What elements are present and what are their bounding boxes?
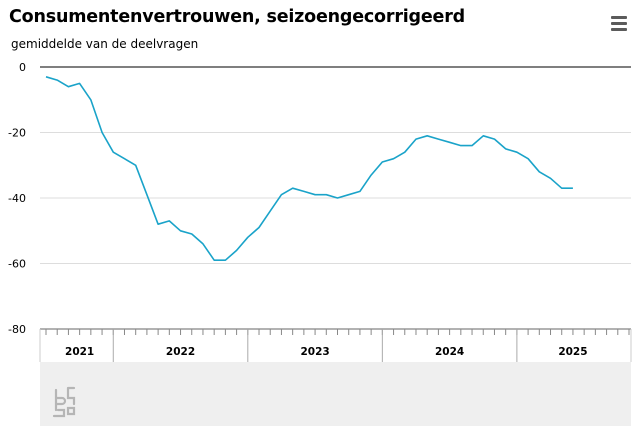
year-label: 2024 <box>435 346 464 358</box>
y-tick-label: -20 <box>8 127 26 140</box>
grid-lines <box>40 66 631 264</box>
y-tick-label: -40 <box>8 192 26 205</box>
y-tick-label: 0 <box>19 61 26 74</box>
chart-title: Consumentenvertrouwen, seizoengecorrigee… <box>9 7 465 27</box>
year-label: 2021 <box>65 346 94 358</box>
y-tick-label: -60 <box>8 258 26 271</box>
year-label: 2022 <box>166 346 195 358</box>
chart-subtitle: gemiddelde van de deelvragen <box>11 37 199 51</box>
hamburger-menu-icon <box>611 16 627 19</box>
y-axis-tick-labels: 0 -20 -40 -60 -80 <box>8 61 26 336</box>
y-tick-label: -80 <box>8 323 26 336</box>
series-layer <box>45 76 573 262</box>
year-label: 2023 <box>300 346 329 358</box>
cbs-logo-icon <box>52 386 76 418</box>
chart-menu-button[interactable] <box>608 15 630 32</box>
year-label: 2025 <box>558 346 587 358</box>
series-line <box>45 76 573 262</box>
logo-band <box>40 362 631 426</box>
x-axis: 2021 2022 2023 2024 2025 <box>39 328 632 362</box>
